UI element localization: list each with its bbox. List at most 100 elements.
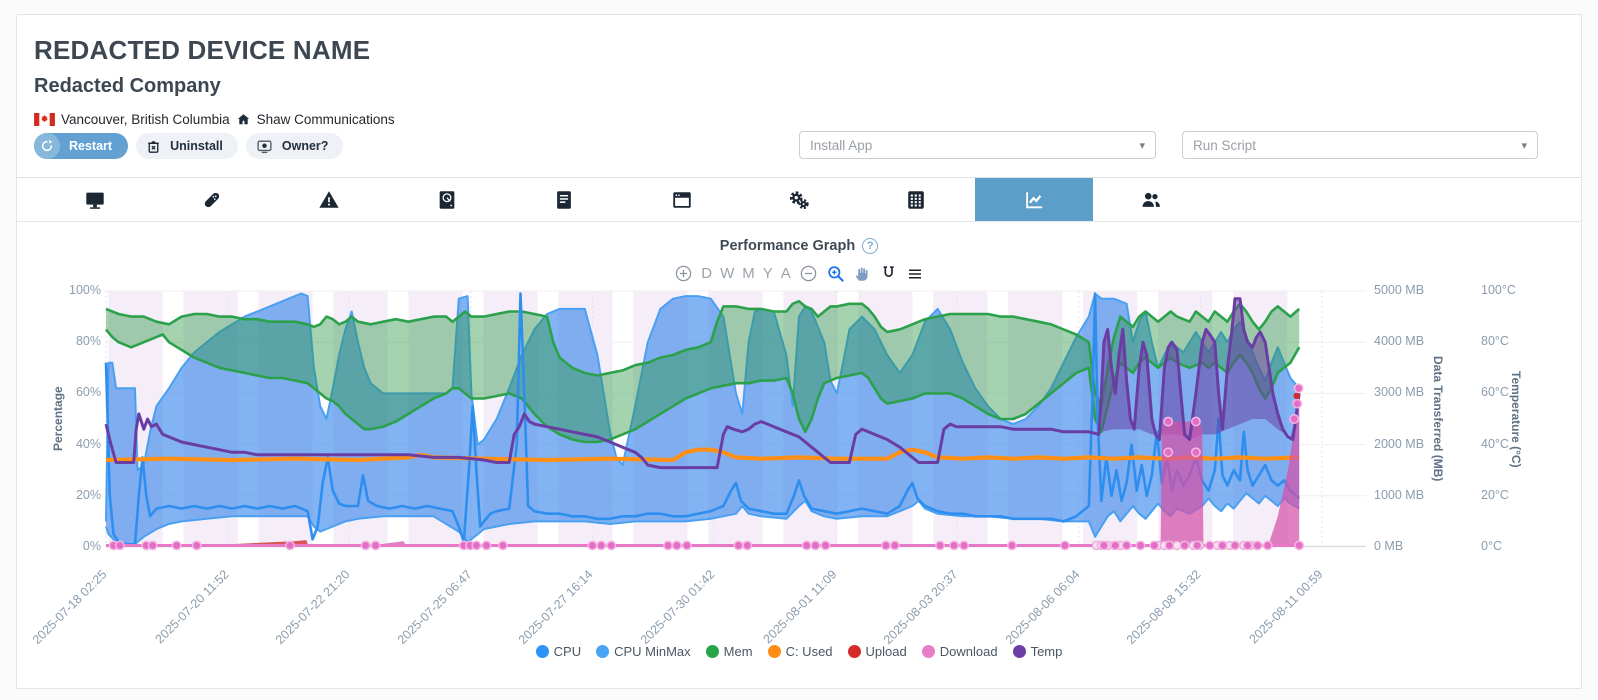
menu-icon[interactable] xyxy=(906,265,924,283)
chevron-down-icon: ▾ xyxy=(1139,139,1145,152)
download-marker xyxy=(1135,540,1146,551)
device-actions: Restart Uninstall Owner? xyxy=(34,133,344,159)
legend-item-cpu-minmax[interactable]: CPU MinMax xyxy=(596,644,691,659)
tab-performance-chart[interactable] xyxy=(975,178,1093,221)
tab-services-gears[interactable] xyxy=(740,178,857,221)
chart-legend: CPU CPU MinMax Mem C: Used Upload Download Tem… xyxy=(17,644,1581,659)
legend-item-cpu[interactable]: CPU xyxy=(535,644,581,659)
tab-software-grid[interactable] xyxy=(858,178,975,221)
legend-item-download[interactable]: Download xyxy=(921,644,998,659)
home-icon xyxy=(236,112,251,127)
download-marker xyxy=(370,540,381,551)
help-icon[interactable]: ? xyxy=(862,238,879,254)
x-axis-tick: 2025-08-06 06:04 xyxy=(1002,567,1083,647)
x-axis-tick: 2025-07-27 16:14 xyxy=(516,567,596,647)
location-row: Vancouver, British Columbia Shaw Communi… xyxy=(34,112,395,127)
range-day-button[interactable]: D xyxy=(701,265,713,282)
restart-button[interactable]: Restart xyxy=(34,133,129,159)
axis-tick: 60% xyxy=(75,385,101,400)
zoom-magnifier-icon[interactable] xyxy=(826,264,845,283)
legend-label: Upload xyxy=(865,644,907,659)
tab-alerts-warning[interactable] xyxy=(271,178,388,221)
reset-axes-icon[interactable] xyxy=(879,264,898,283)
download-marker xyxy=(481,540,492,551)
download-marker xyxy=(801,540,812,551)
monitor-icon xyxy=(85,192,104,209)
legend-label: C: Used xyxy=(785,644,833,659)
legend-label: Download xyxy=(939,644,998,659)
run-script-select[interactable]: Run Script ▾ xyxy=(1182,131,1538,159)
x-axis-tick: 2025-07-20 11:52 xyxy=(152,567,232,647)
download-marker xyxy=(1163,447,1174,458)
range-week-button[interactable]: W xyxy=(720,265,735,282)
users-icon xyxy=(1142,192,1161,207)
trash-icon xyxy=(145,138,162,155)
range-year-button[interactable]: Y xyxy=(762,265,773,282)
download-marker xyxy=(1292,398,1303,409)
legend-dot xyxy=(596,645,610,658)
download-marker xyxy=(1252,540,1263,551)
owner-button[interactable]: Owner? xyxy=(245,133,344,159)
zoom-in-circle-icon[interactable] xyxy=(674,264,693,283)
legend-dot xyxy=(847,645,861,658)
download-marker xyxy=(949,540,959,551)
tab-logs[interactable] xyxy=(506,178,623,221)
download-marker xyxy=(810,540,821,551)
download-marker xyxy=(820,540,831,551)
uninstall-button[interactable]: Uninstall xyxy=(136,133,238,159)
tab-disk[interactable] xyxy=(388,178,505,221)
download-marker xyxy=(1294,540,1305,551)
legend-item-mem[interactable]: Mem xyxy=(705,644,753,659)
range-month-button[interactable]: M xyxy=(742,265,755,282)
owner-label: Owner? xyxy=(281,139,329,153)
performance-plot[interactable] xyxy=(104,290,1366,551)
axis-tick: 40% xyxy=(75,436,101,451)
download-marker xyxy=(1098,540,1109,551)
tab-users[interactable] xyxy=(1093,178,1210,221)
pan-hand-icon[interactable] xyxy=(853,265,871,283)
axis-tick: 20°C xyxy=(1481,487,1509,502)
axis-tick: 0°C xyxy=(1481,539,1502,553)
download-marker xyxy=(191,540,202,551)
x-axis-tick: 2025-07-22 21:20 xyxy=(273,567,353,647)
download-marker xyxy=(596,540,607,551)
x-axis-tick: 2025-08-11 00:59 xyxy=(1246,567,1326,647)
isp-text: Shaw Communications xyxy=(256,112,395,127)
download-marker xyxy=(1149,540,1160,551)
download-marker xyxy=(1289,414,1300,424)
restart-label: Restart xyxy=(69,139,113,153)
axis-tick: 20% xyxy=(75,487,101,502)
download-marker xyxy=(1217,540,1228,551)
legend-label: Temp xyxy=(1030,644,1063,659)
range-all-button[interactable]: A xyxy=(780,265,791,282)
legend-item-temp[interactable]: Temp xyxy=(1012,644,1063,659)
zoom-out-circle-icon[interactable] xyxy=(799,264,818,283)
install-app-select[interactable]: Install App ▾ xyxy=(799,131,1156,159)
owner-device-icon xyxy=(255,138,274,155)
download-marker xyxy=(1192,540,1203,551)
download-marker xyxy=(1059,540,1070,551)
services-gears-icon xyxy=(789,190,809,209)
x-axis-tick: 2025-08-03 20:37 xyxy=(881,567,961,647)
tab-window[interactable] xyxy=(623,178,740,221)
legend-item-upload[interactable]: Upload xyxy=(847,644,907,659)
disk-icon xyxy=(439,190,455,209)
legend-label: Mem xyxy=(723,644,753,659)
legend-dot xyxy=(921,645,935,658)
run-script-placeholder: Run Script xyxy=(1193,137,1257,153)
patch-pill-icon xyxy=(204,192,220,207)
window-icon xyxy=(672,191,691,208)
download-marker xyxy=(114,540,125,551)
y-axis-label-data-transferred: Data Transferred (MB) xyxy=(1431,356,1445,482)
series-temp xyxy=(104,297,1301,470)
tab-monitor[interactable] xyxy=(36,178,153,221)
axis-tick: 100% xyxy=(69,283,101,297)
download-marker xyxy=(471,540,482,551)
axis-tick: 0% xyxy=(82,539,101,553)
download-marker xyxy=(1190,447,1201,458)
x-axis-tick: 2025-07-18 02:25 xyxy=(29,567,110,647)
y-axis-label-percentage: Percentage xyxy=(51,386,65,452)
axis-tick: 1000 MB xyxy=(1374,487,1425,502)
tab-patch-pill[interactable] xyxy=(153,178,270,221)
legend-item-c-used[interactable]: C: Used xyxy=(767,644,833,659)
